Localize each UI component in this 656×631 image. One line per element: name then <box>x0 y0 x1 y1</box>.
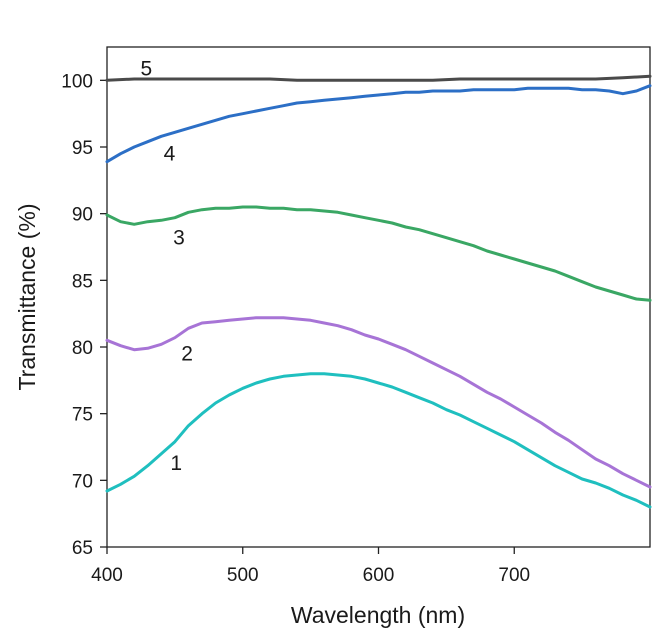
series-layer <box>105 74 652 509</box>
curve-labels: 1 2 3 4 5 <box>141 57 193 475</box>
series-line-3 <box>105 205 652 302</box>
series-label-4: 4 <box>164 143 176 166</box>
x-axis-ticks: 400 500 600 700 <box>91 547 530 586</box>
y-tick-label: 65 <box>72 538 93 559</box>
y-tick-label: 100 <box>61 71 93 92</box>
x-tick-label: 500 <box>227 565 259 586</box>
y-tick-label: 80 <box>72 338 93 359</box>
y-tick-label: 90 <box>72 205 93 226</box>
y-tick-label: 85 <box>72 271 93 292</box>
y-axis-title: Transmittance (%) <box>14 203 40 390</box>
series-label-1: 1 <box>170 452 182 475</box>
series-line-2 <box>105 316 652 489</box>
x-tick-label: 700 <box>498 565 530 586</box>
series-label-3: 3 <box>173 227 185 250</box>
y-tick-label: 75 <box>72 405 93 426</box>
y-tick-label: 70 <box>72 471 93 492</box>
x-tick-label: 400 <box>91 565 123 586</box>
series-label-5: 5 <box>141 57 153 80</box>
series-line-1 <box>105 372 652 509</box>
series-line-4 <box>105 84 652 164</box>
series-label-2: 2 <box>181 343 193 366</box>
x-tick-label: 600 <box>363 565 395 586</box>
x-axis-title: Wavelength (nm) <box>291 602 465 628</box>
y-axis-ticks: 65 70 75 80 85 90 95 100 <box>61 71 107 559</box>
series-line-5 <box>105 74 652 82</box>
y-tick-label: 95 <box>72 138 93 159</box>
